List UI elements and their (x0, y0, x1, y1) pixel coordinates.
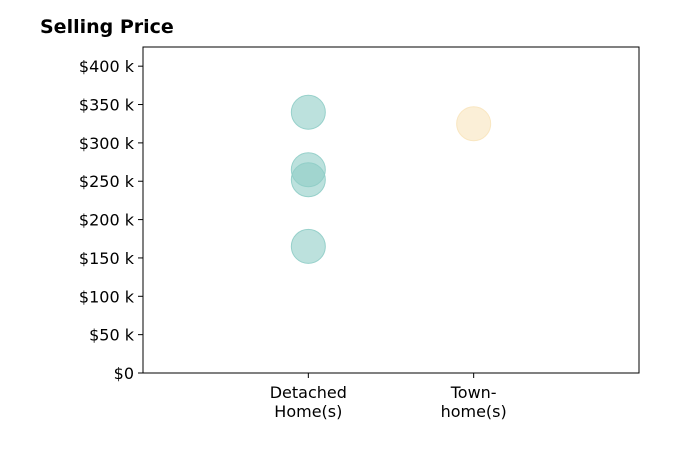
y-tick-label: $150 k (79, 249, 135, 268)
y-tick-label: $400 k (79, 57, 135, 76)
y-tick-label: $100 k (79, 287, 135, 306)
y-tick-label: $300 k (79, 134, 135, 153)
data-point (290, 228, 326, 264)
x-tick-label: Detached Home(s) (270, 383, 347, 421)
y-tick-label: $0 (114, 364, 134, 383)
y-tick-label: $50 k (89, 326, 135, 345)
y-tick-label: $200 k (79, 211, 135, 230)
data-point (290, 162, 326, 198)
x-axis: Detached Home(s) Town-home(s) (270, 373, 507, 421)
x-tick-label: Town-home(s) (441, 383, 507, 421)
y-tick-label: $350 k (79, 96, 135, 115)
data-point (290, 94, 326, 130)
plot-frame (142, 46, 640, 374)
data-point (456, 106, 492, 142)
y-tick-label: $250 k (79, 172, 135, 191)
y-axis: $0 $50 k $100 k $150 k $200 k $250 k $300 k $35… (79, 57, 143, 383)
chart-title: Selling Price (40, 16, 174, 38)
data-points (290, 94, 492, 264)
